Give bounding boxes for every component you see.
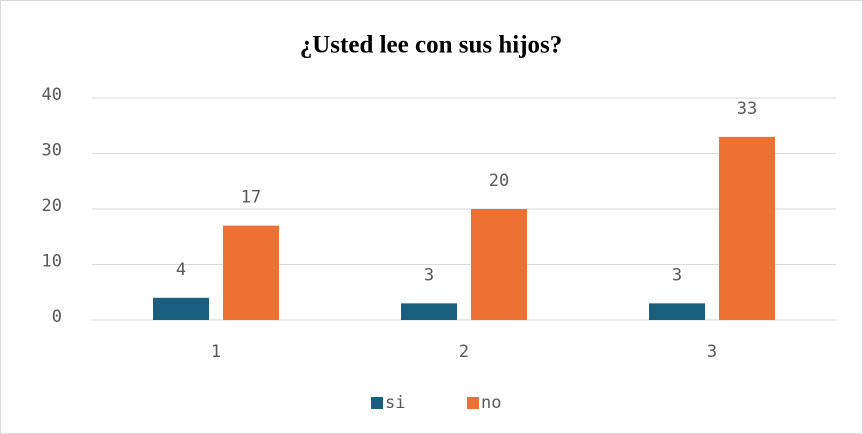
data-label: 3 [424, 265, 434, 285]
data-label: 20 [489, 171, 509, 191]
x-tick-label: 2 [459, 342, 469, 362]
y-tick-label: 40 [42, 85, 62, 105]
bar [153, 297, 209, 320]
data-label: 3 [672, 265, 682, 285]
bar [649, 303, 705, 320]
bar [223, 225, 279, 320]
y-tick-label: 10 [42, 252, 62, 272]
legend-label: no [481, 393, 501, 413]
data-label: 4 [176, 260, 186, 280]
x-tick-label: 1 [211, 342, 221, 362]
x-tick-label: 3 [707, 342, 717, 362]
y-tick-label: 30 [42, 141, 62, 161]
legend-swatch [371, 397, 383, 409]
bar [401, 303, 457, 320]
bar [719, 136, 775, 320]
bar [471, 209, 527, 320]
y-tick-label: 0 [52, 307, 62, 327]
legend-label: si [385, 393, 405, 413]
legend-swatch [467, 397, 479, 409]
chart-title: ¿Usted lee con sus hijos? [300, 32, 563, 59]
data-label: 33 [737, 99, 757, 119]
data-label: 17 [241, 188, 261, 208]
y-tick-label: 20 [42, 196, 62, 216]
